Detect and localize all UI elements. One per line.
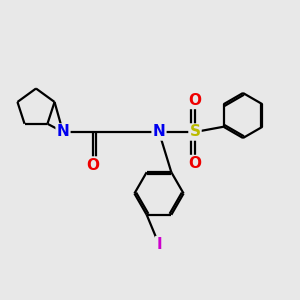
Text: N: N <box>57 124 69 140</box>
Text: S: S <box>190 124 200 140</box>
Text: I: I <box>156 237 162 252</box>
Text: N: N <box>153 124 165 140</box>
Text: O: O <box>188 156 202 171</box>
Text: O: O <box>188 93 202 108</box>
Text: O: O <box>86 158 100 172</box>
